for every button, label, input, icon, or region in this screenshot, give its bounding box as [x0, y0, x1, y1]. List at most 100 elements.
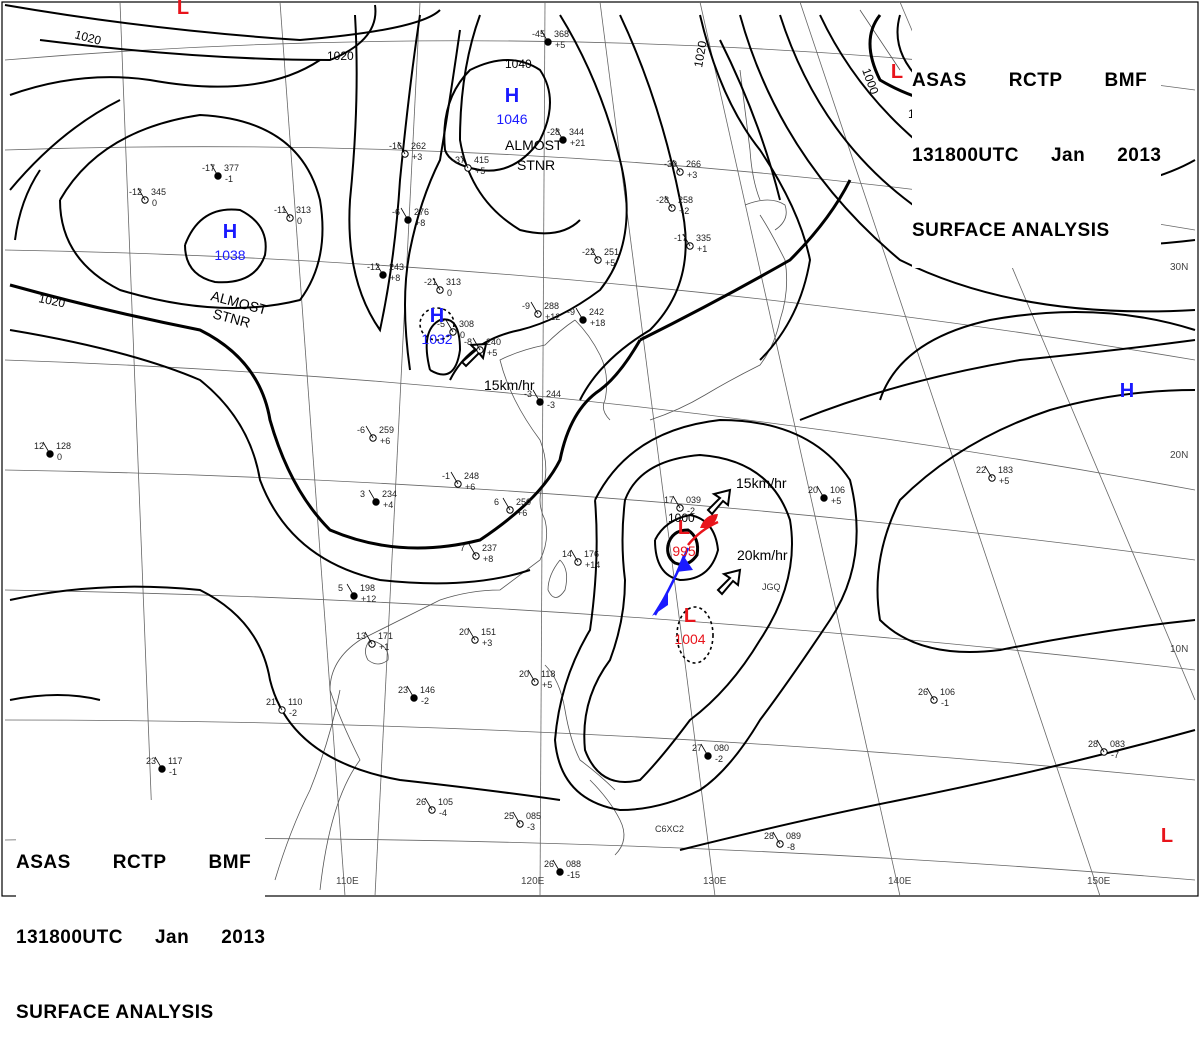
station-pressure: 234: [382, 489, 397, 499]
station-pressure: 345: [151, 187, 166, 197]
isobar: [876, 389, 1196, 653]
station-tendency: +5: [487, 348, 497, 358]
station-tendency: +3: [482, 638, 492, 648]
movement-arrow: [716, 568, 742, 596]
coastline-luzon: [544, 664, 616, 791]
station-temperature: -9: [522, 301, 530, 311]
low-pressure-symbol: L: [891, 61, 903, 83]
station-plot: 14 176+14: [562, 549, 600, 570]
latitude-line: [4, 359, 1196, 491]
station-plot: 13 171+1: [356, 631, 393, 652]
high-pressure-symbol: H: [223, 221, 237, 243]
warm-front-bulge: [700, 514, 718, 528]
isobar-label: 1020: [37, 291, 66, 310]
station-temperature: -45: [532, 29, 545, 39]
station-plot: -17 377-1: [202, 163, 239, 184]
isobar: [9, 99, 121, 191]
station-pressure: 335: [696, 233, 711, 243]
isobar: [9, 59, 321, 96]
station-temperature: 14: [562, 549, 572, 559]
wind-barb: [400, 207, 409, 221]
movement-speed-label: 15km/hr: [736, 475, 787, 491]
station-temperature: 28: [764, 831, 774, 841]
title-code: RCTP: [112, 852, 167, 873]
pressure-systems: H1046H1038H1032HLLLL995L1004L: [177, 0, 1173, 847]
isobar: [404, 29, 461, 371]
station-tendency: +3: [687, 170, 697, 180]
station-plots: -45 368+5-16 262+3 -37 415+5-28 344+21-39 266+…: [34, 29, 1125, 880]
dashed-isobar: [419, 307, 455, 341]
station-tendency: +6: [517, 508, 527, 518]
isobar: [184, 208, 267, 284]
wind-barb: [450, 471, 459, 485]
station-tendency: +12: [545, 312, 560, 322]
isobar: [9, 694, 101, 701]
station-pressure: 089: [786, 831, 801, 841]
title-time: 131800UTC: [16, 927, 123, 948]
fronts: [652, 514, 719, 616]
coastline-hokkaido: [744, 199, 787, 231]
wind-barb: [472, 337, 481, 351]
wind-barb: [512, 811, 521, 825]
station-tendency: +6: [380, 436, 390, 446]
station-plot: -1 248+6: [442, 471, 479, 492]
station-temperature: 20: [808, 485, 818, 495]
station-temperature: -28: [656, 195, 669, 205]
station-pressure: 240: [486, 337, 501, 347]
dashed-isobar: [676, 606, 714, 664]
station-tendency: -7: [1111, 750, 1119, 760]
station-temperature: 5: [338, 583, 343, 593]
central-pressure-value: 1046: [496, 111, 527, 127]
wind-barb: [445, 319, 454, 333]
isobar: [719, 39, 781, 201]
wind-barb: [460, 155, 469, 169]
station-pressure: 415: [474, 155, 489, 165]
title-code: BMF: [208, 852, 252, 873]
wind-barb: [984, 465, 993, 479]
station-plot: -39 266+3: [664, 159, 701, 180]
isobar: [583, 453, 793, 783]
title-line-1: ASAS RCTP BMF: [16, 850, 265, 875]
longitude-label: 140E: [888, 876, 912, 887]
latitude-line: [4, 589, 1196, 671]
station-temperature: -6: [357, 425, 365, 435]
coastline-korea: [574, 319, 611, 421]
longitude-line: [799, 1, 1101, 897]
station-pressure: 276: [414, 207, 429, 217]
low-pressure-symbol: L: [684, 605, 696, 627]
station-tendency: +2: [679, 206, 689, 216]
central-pressure-value: 995: [672, 543, 696, 559]
wind-barb: [467, 627, 476, 641]
station-tendency: -1: [169, 767, 177, 777]
station-pressure: 248: [464, 471, 479, 481]
station-pressure: 110: [288, 697, 302, 707]
station-plot: 20 151+3: [459, 627, 496, 648]
coastline-taiwan: [547, 559, 568, 598]
wind-barb: [406, 685, 415, 699]
station-plot: 5 198+12: [338, 583, 376, 604]
station-plot: -6 276+8: [392, 207, 429, 228]
station-plot: 20 106+5: [808, 485, 845, 506]
station-tendency: -2: [687, 506, 695, 516]
station-tendency: +1: [379, 642, 389, 652]
wind-barb: [154, 756, 163, 770]
longitude-line: [119, 1, 156, 897]
wind-barb: [365, 425, 374, 439]
station-pressure: 250: [516, 497, 531, 507]
station-temperature: 20: [519, 669, 529, 679]
station-plot: -16 262+3: [389, 141, 426, 162]
wind-barb: [42, 441, 51, 455]
isobar-label: 1040: [505, 57, 532, 71]
title-month: Jan: [154, 927, 190, 948]
title-year: 2013: [1117, 145, 1162, 166]
station-tendency: +5: [605, 258, 615, 268]
station-plot: -17 335+1: [674, 233, 711, 254]
wind-barb: [274, 697, 283, 711]
title-block-bottom-left: ASAS RCTP BMF 131800UTC Jan 2013 SURFACE ANA…: [16, 800, 266, 1050]
longitude-label: 120E: [521, 876, 545, 887]
station-tendency: +8: [483, 554, 493, 564]
station-pressure: 313: [296, 205, 311, 215]
station-plot: 21 110-2: [266, 697, 302, 718]
station-pressure: 118: [541, 669, 555, 679]
